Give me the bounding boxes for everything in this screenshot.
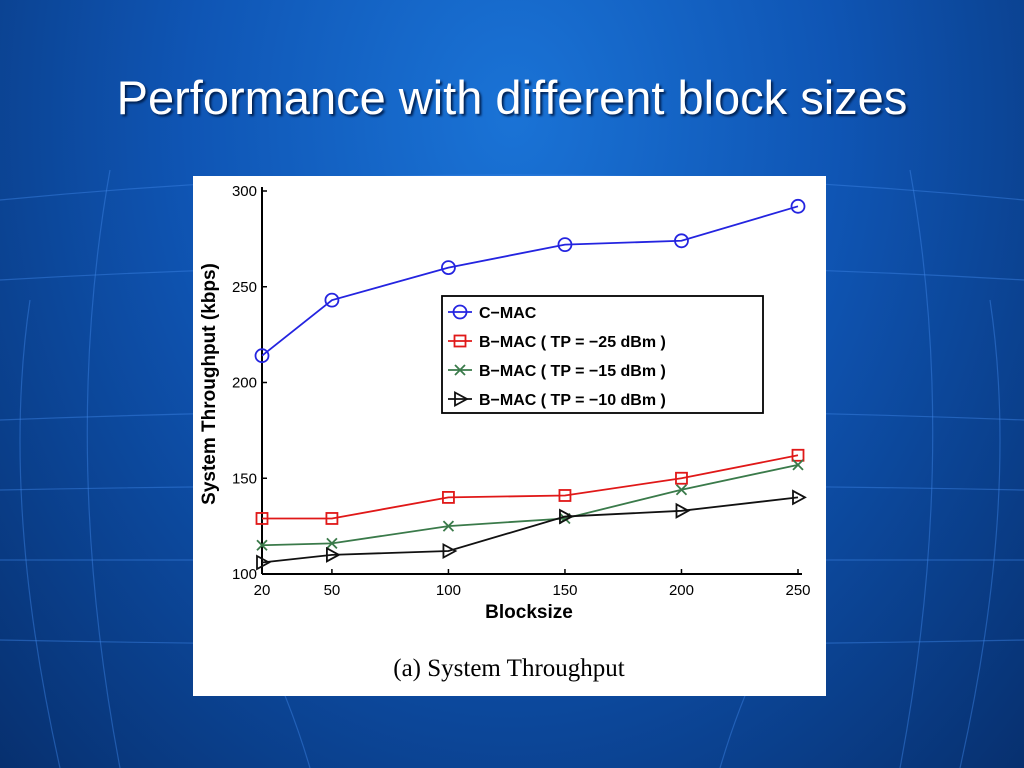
legend-item-4: B−MAC ( TP = −10 dBm )	[448, 390, 666, 409]
y-tick-label: 200	[232, 375, 257, 392]
y-tick-label: 250	[232, 279, 257, 296]
data-point-triangle	[792, 489, 807, 506]
data-point-triangle	[454, 390, 469, 408]
chart-axes: 100 150 200 250 300 20 50 100 150 200 250	[232, 183, 811, 599]
data-point-square	[453, 334, 467, 348]
legend-label: B−MAC ( TP = −10 dBm )	[479, 392, 666, 409]
y-tick-label: 100	[232, 566, 257, 583]
x-tick-label: 150	[552, 582, 577, 599]
legend-label: B−MAC ( TP = −15 dBm )	[479, 363, 666, 380]
chart-figure: 100 150 200 250 300 20 50 100 150 200 250 C−MAC B−M…	[193, 176, 826, 696]
data-point-circle	[254, 348, 270, 364]
data-point-circle	[441, 260, 456, 275]
data-point-x	[256, 539, 268, 551]
x-tick-label: 20	[254, 582, 271, 599]
data-point-square	[325, 512, 339, 525]
data-point-triangle	[326, 546, 341, 563]
x-tick-label: 250	[785, 582, 810, 599]
throughput-line-chart: 100 150 200 250 300 20 50 100 150 200 250 C−MAC B−M…	[199, 183, 811, 682]
data-point-x	[675, 484, 688, 496]
data-point-circle	[557, 237, 573, 253]
data-point-x	[326, 537, 338, 549]
data-point-circle	[790, 198, 806, 214]
x-tick-label: 100	[436, 582, 461, 599]
series-line	[261, 496, 799, 564]
y-tick-label: 300	[232, 183, 257, 200]
x-axis-title: Blocksize	[485, 602, 573, 623]
y-axis-title: System Throughput (kbps)	[199, 263, 220, 505]
series-line	[261, 205, 799, 357]
data-point-square	[442, 490, 455, 504]
series-4	[256, 489, 807, 571]
data-point-x	[792, 459, 804, 471]
data-point-square	[791, 448, 805, 462]
series-line	[261, 463, 799, 547]
data-point-square	[558, 489, 572, 502]
data-point-x	[442, 520, 455, 532]
figure-caption: (a) System Throughput	[393, 655, 625, 682]
data-point-circle	[452, 304, 468, 320]
data-point-x	[454, 364, 466, 376]
data-point-square	[675, 471, 688, 485]
x-tick-label: 200	[669, 582, 694, 599]
data-point-triangle	[256, 554, 271, 571]
series-2	[255, 448, 805, 525]
legend-label: C−MAC	[479, 305, 537, 322]
y-tick-label: 150	[232, 470, 257, 487]
data-point-square	[255, 512, 269, 525]
legend-item-3: B−MAC ( TP = −15 dBm )	[448, 363, 666, 380]
legend-label: B−MAC ( TP = −25 dBm )	[479, 334, 666, 351]
series-line	[262, 454, 799, 520]
data-point-triangle	[675, 502, 691, 519]
legend-box	[441, 295, 764, 414]
chart-legend: C−MAC B−MAC ( TP = −25 dBm ) B−MAC ( TP = …	[441, 295, 764, 414]
slide-title: Performance with different block sizes	[116, 71, 908, 124]
legend-item-2: B−MAC ( TP = −25 dBm )	[448, 334, 666, 351]
data-point-triangle	[559, 508, 574, 525]
data-point-circle	[324, 292, 340, 308]
data-point-circle	[674, 233, 689, 249]
legend-item-1: C−MAC	[448, 304, 537, 322]
series-1	[254, 198, 806, 364]
data-point-triangle	[442, 543, 458, 560]
chart-series	[254, 198, 807, 571]
x-tick-label: 50	[324, 582, 341, 599]
series-3	[256, 459, 804, 551]
